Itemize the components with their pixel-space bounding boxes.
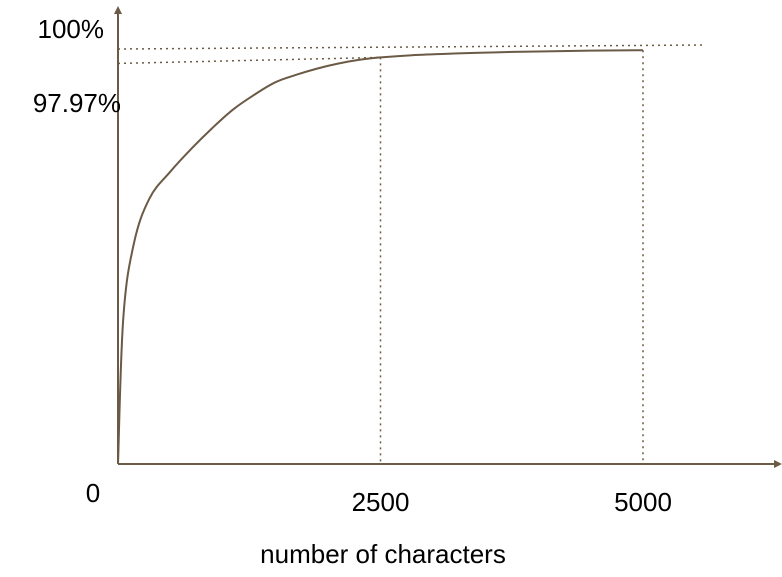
x-axis-title: number of characters <box>260 539 506 569</box>
x-tick-label-2500: 2500 <box>352 487 410 517</box>
y-tick-label-97-97: 97.97% <box>33 88 121 118</box>
y-tick-label-100: 100% <box>38 14 105 44</box>
reference-line-100 <box>117 44 706 50</box>
x-tick-label-5000: 5000 <box>614 487 672 517</box>
x-tick-label-0: 0 <box>86 478 100 508</box>
reference-line-97-97 <box>117 56 381 65</box>
series-line <box>117 49 644 465</box>
reference-lines <box>117 44 706 464</box>
tick-labels: 0 2500 5000 100% 97.97% <box>33 14 672 517</box>
